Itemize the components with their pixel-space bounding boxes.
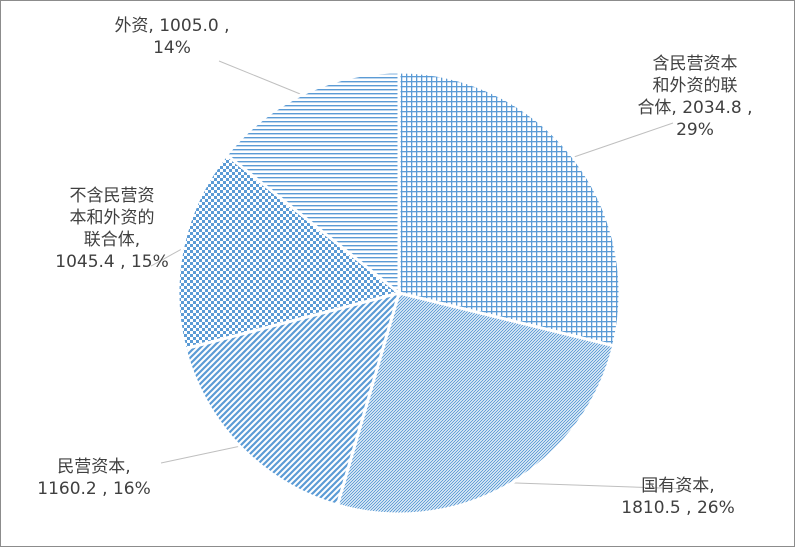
slice-private-capital [183,290,402,508]
data-label-mixed-consortium: 含民营资本 和外资的联 合体, 2034.8 , 29% [637,54,753,140]
leader-line [571,122,674,159]
data-label-state-capital: 国有资本, 1810.5 , 26% [621,476,735,518]
leader-line [150,246,186,267]
leader-line [508,482,692,490]
slice-mixed-consortium [397,70,622,348]
slice-other-consortium [176,152,403,351]
data-label-other-consortium: 不含民营资 本和外资的 联合体, 1045.4 , 15% [55,186,169,272]
leader-line [160,445,243,464]
slice-foreign-capital [224,70,401,297]
slice-state-capital [335,291,616,516]
data-label-foreign-capital: 外资, 1005.0 , 14% [114,16,230,58]
data-label-private-capital: 民营资本, 1160.2 , 16% [37,457,151,499]
leader-line [218,60,305,97]
